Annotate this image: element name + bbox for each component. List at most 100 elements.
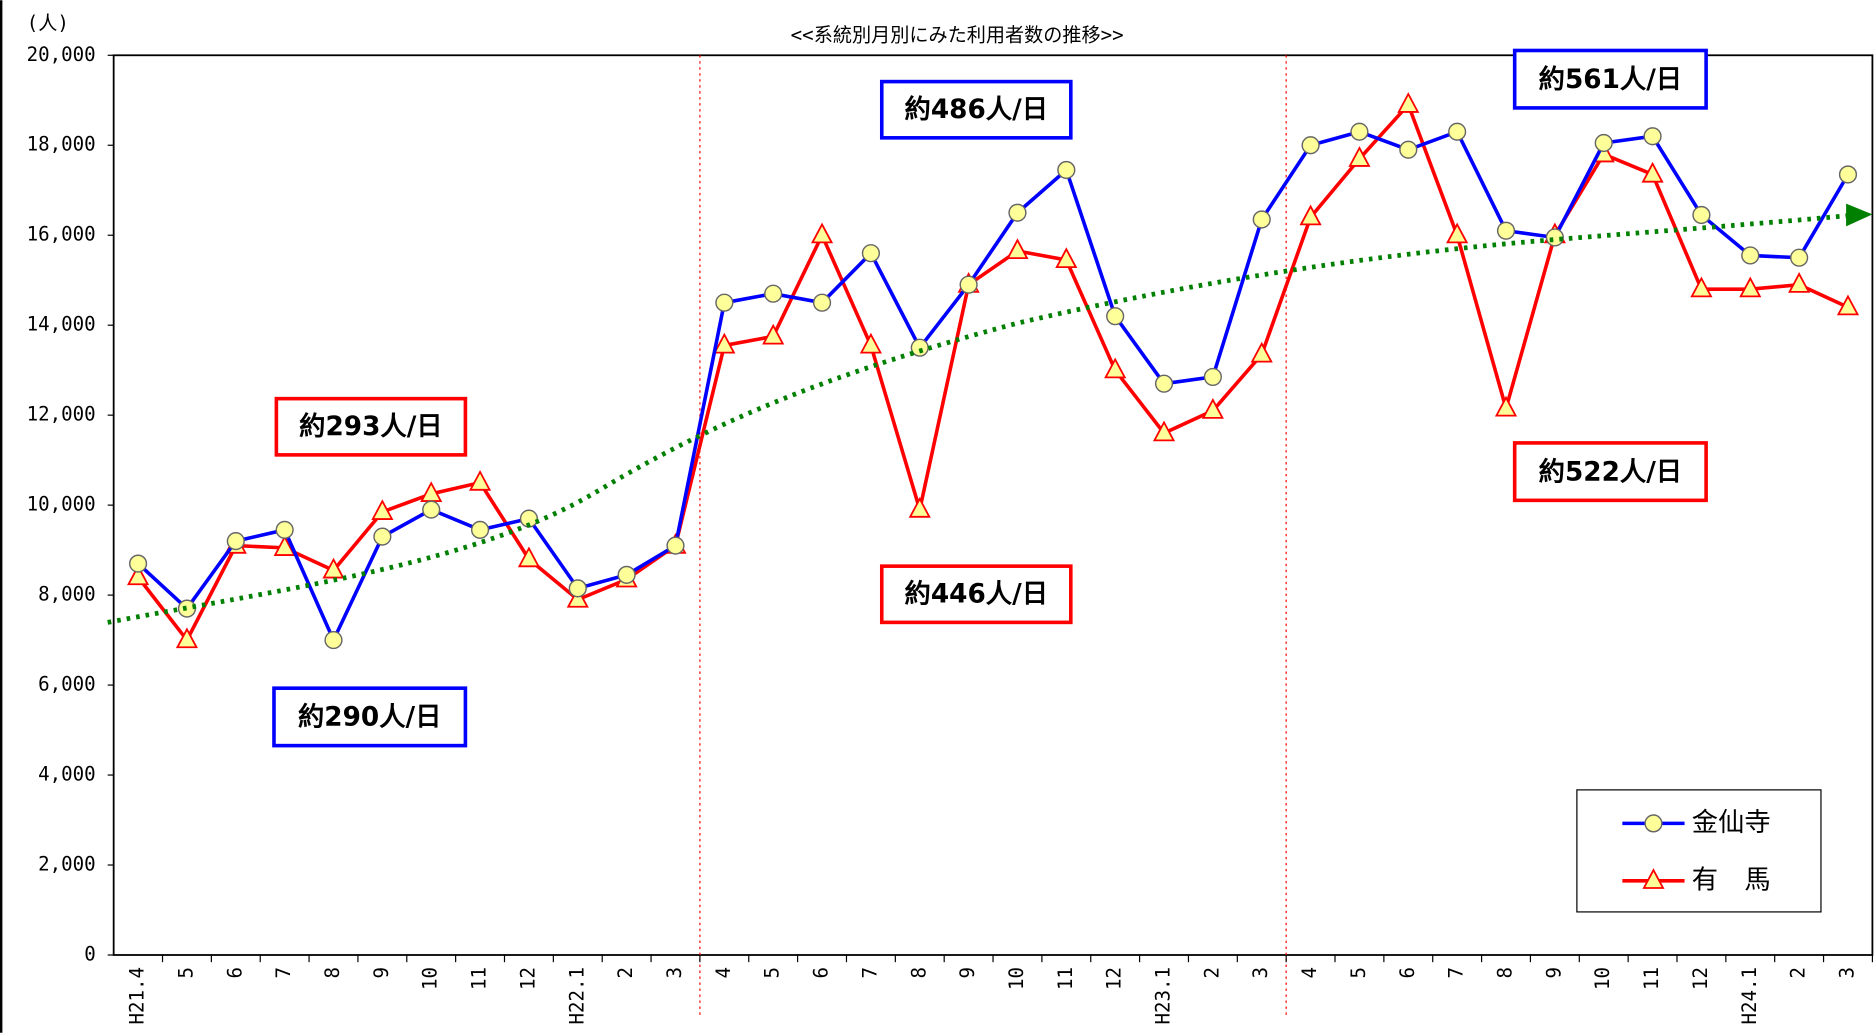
point [617,565,636,584]
point [1642,868,1665,889]
x-tick-label: 12 [516,967,539,990]
legend-label: 金仙寺 [1692,808,1771,838]
point [1494,395,1518,417]
point [959,275,978,294]
x-tick-label: 3 [663,967,686,979]
x-tick-label: 8 [321,967,344,979]
annotation: 約522人/日 [1539,456,1682,487]
point [1348,146,1371,167]
annotation-box [274,396,468,457]
point [1739,276,1762,298]
point [1106,307,1125,326]
point [1643,127,1662,146]
point [910,338,929,357]
point [177,599,197,618]
x-tick-label: 4 [1298,967,1321,979]
x-tick-label: 10 [419,967,442,990]
x-tick-label: 4 [712,967,735,979]
point [273,535,296,556]
x-tick-label: 11 [1054,967,1077,990]
x-tick-label: 12 [1689,967,1712,990]
point [764,284,783,303]
y-tick-label: 10,000 [27,493,96,516]
point [1055,247,1078,269]
point [517,546,540,568]
annotation: 約293人/日 [299,411,442,442]
y-tick-label: 20,000 [27,43,96,66]
point [1836,294,1860,316]
x-tick-label: 9 [370,967,393,979]
point [1250,341,1273,363]
point [1201,397,1224,419]
chart-title: <<系統別月別にみた利用者数の推移>> [791,24,1124,47]
y-tick-label: 14,000 [27,313,96,336]
point [322,557,345,579]
point [1788,272,1811,293]
point [1790,248,1809,267]
annotation-box [272,686,468,748]
point [1006,238,1029,260]
y-tick-label: 8,000 [38,583,96,606]
point [422,500,441,519]
x-tick-label: 2 [1200,967,1223,979]
point [1350,122,1369,141]
point [666,536,685,555]
point [469,469,492,491]
point [1838,165,1858,184]
point [1301,136,1320,155]
point [713,332,736,354]
point [1446,222,1469,244]
point [1690,276,1713,298]
x-tick-label: 6 [810,967,833,979]
annotation: 約486人/日 [905,94,1048,125]
annotation-box [879,79,1073,140]
x-tick-label: 9 [1542,967,1565,979]
y-unit: (人) [27,12,69,35]
y-tick-label: 16,000 [27,223,96,246]
point [566,586,589,608]
y-tick-label: 12,000 [27,403,96,426]
x-tick-label: 5 [761,967,784,979]
x-tick-label: 11 [1640,967,1663,990]
point [1641,161,1664,183]
series-layer [127,92,1860,650]
annotation: 約290人/日 [298,702,441,733]
annotation-box [1512,48,1708,110]
x-tick-label: 3 [1249,967,1272,979]
x-tick-label: 6 [223,967,246,979]
x-tick-label: 6 [1396,967,1419,979]
y-tick-label: 6,000 [38,673,96,696]
point [1692,205,1711,225]
point [568,579,587,598]
point [1008,203,1027,222]
x-tick-label: 8 [1494,967,1517,979]
point [175,627,199,649]
x-tick-label: 7 [858,967,881,979]
trend-line [107,213,1849,625]
point [1644,814,1663,833]
y-tick-label: 2,000 [38,853,96,876]
x-tick-label: H21.4 [126,967,149,1025]
x-tick-label: 5 [1347,967,1370,979]
point [1152,420,1176,442]
point [762,323,785,345]
point [275,520,294,539]
x-tick-label: 8 [907,967,930,979]
point [128,554,148,573]
legend-box [1576,789,1822,913]
point [470,520,490,539]
point [373,527,392,546]
point [1203,367,1222,387]
y-tick-label: 0 [84,942,96,965]
x-tick-label: 11 [468,967,491,990]
point [127,564,150,586]
annotations: 約293人/日 約290人/日 約486人/日 約446人/日 約561人/日 … [272,48,1708,748]
point [1448,122,1467,141]
annotation-box [879,564,1073,625]
point [908,496,931,518]
point [324,630,343,650]
x-tick-label: 10 [1005,967,1028,990]
point [1252,210,1271,229]
x-tick-label: 5 [174,967,197,979]
